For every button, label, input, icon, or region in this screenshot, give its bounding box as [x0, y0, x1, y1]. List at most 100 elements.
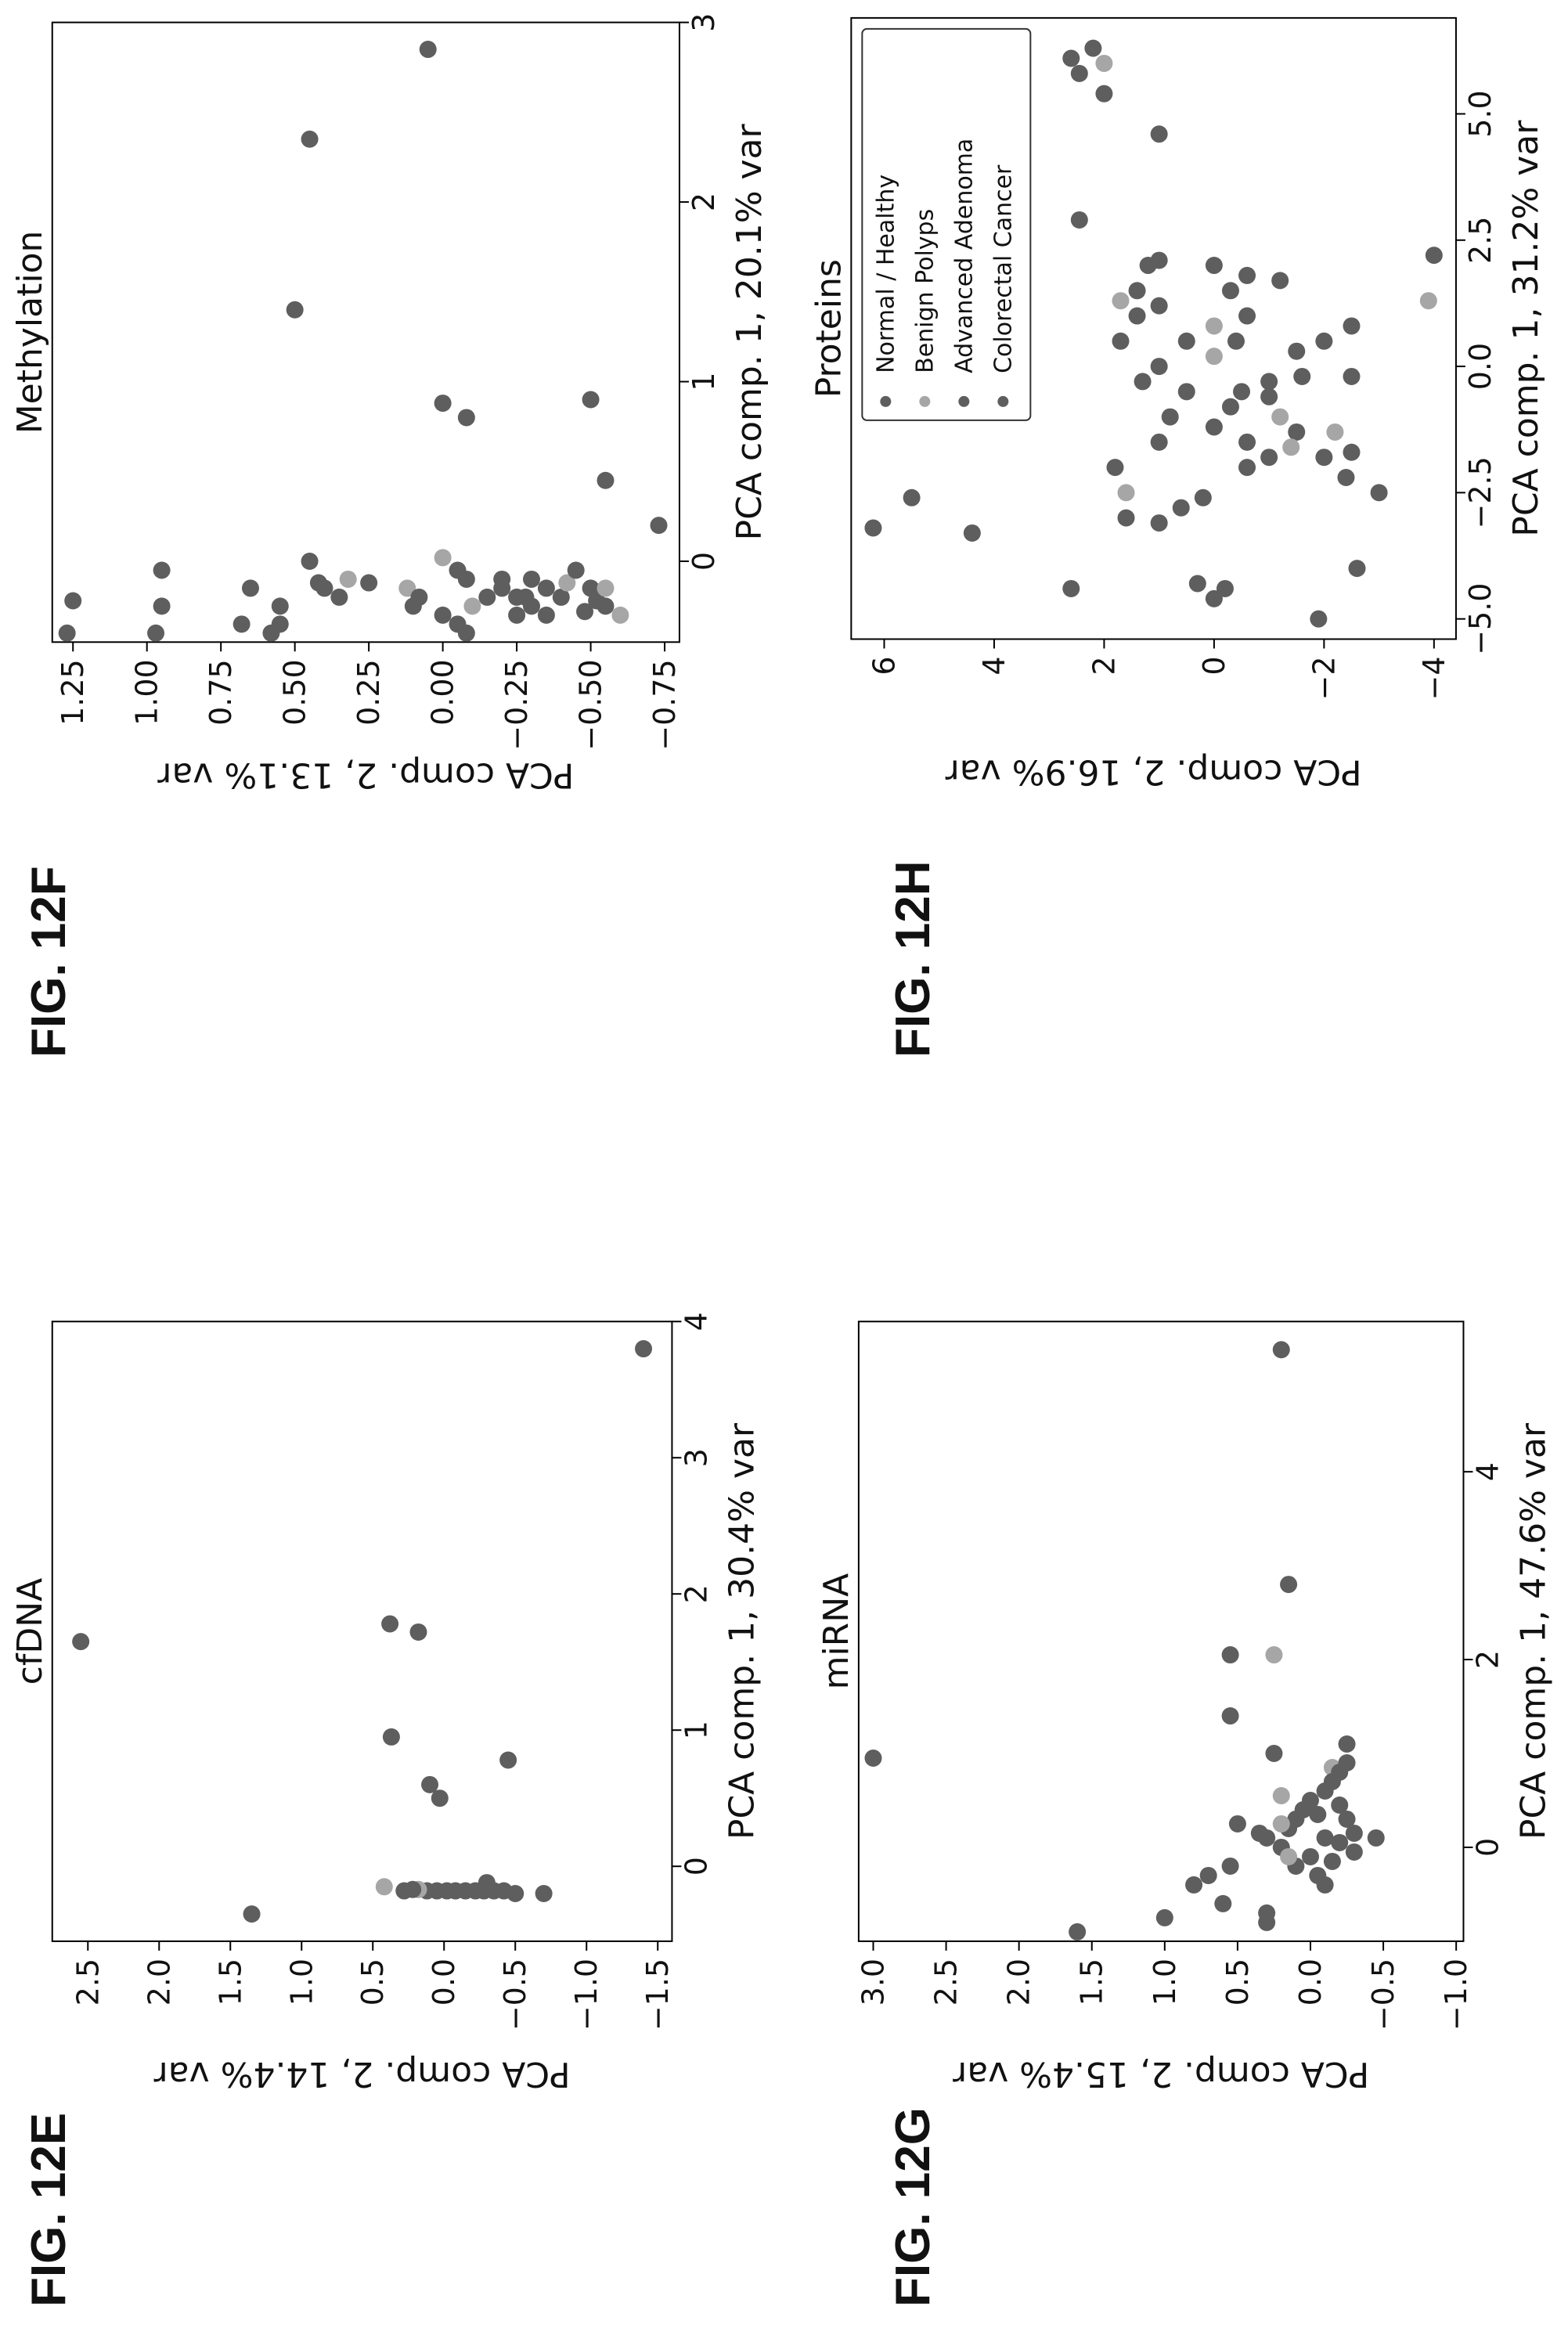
y-tick-label: 2 [1087, 656, 1121, 675]
x-tick-label: 4 [679, 1312, 713, 1331]
data-point [1331, 1833, 1349, 1851]
x-tick-label: 0 [679, 1857, 713, 1876]
data-point [537, 606, 555, 624]
y-tick-label: 0.0 [427, 1959, 461, 2005]
data-point [1112, 292, 1130, 310]
data-point [271, 597, 289, 615]
data-point [1315, 332, 1333, 350]
data-point [1221, 282, 1239, 300]
data-point [1070, 211, 1088, 229]
data-point [1265, 1646, 1283, 1664]
figure-label-12g: FIG. 12G [886, 2107, 941, 2308]
legend-frame [861, 27, 1032, 421]
data-point [650, 517, 668, 535]
axes-frame [857, 1321, 1465, 1942]
legend: Normal / Healthy Benign Polyps Advanced Ad… [861, 27, 1032, 421]
data-point [1338, 1735, 1356, 1753]
data-point [517, 588, 535, 606]
data-point [1309, 1805, 1327, 1823]
data-point [457, 624, 475, 642]
data-point [499, 1751, 517, 1769]
data-point [1134, 373, 1152, 391]
data-point [1323, 1852, 1341, 1870]
data-point [1205, 589, 1223, 607]
y-tick-label: 1.00 [130, 659, 164, 726]
chart-title: Methylation [10, 231, 50, 434]
data-point [1221, 1646, 1239, 1664]
data-point [147, 624, 165, 642]
data-point [1315, 449, 1333, 467]
y-tick-label: 2.5 [70, 1959, 105, 2005]
data-point [434, 606, 452, 624]
data-point [409, 1623, 427, 1641]
data-point [1238, 307, 1256, 325]
y-tick-label: 1.0 [284, 1959, 319, 2005]
data-point [1345, 1824, 1363, 1842]
data-point [1155, 1908, 1173, 1926]
data-point [381, 1615, 399, 1633]
data-point [382, 1728, 400, 1746]
data-point [1280, 1847, 1298, 1865]
data-point [301, 130, 319, 148]
x-tick-label: 2 [1470, 1650, 1505, 1669]
data-point [153, 561, 171, 579]
axes-frame [51, 1321, 673, 1942]
data-point [1260, 449, 1278, 467]
y-tick-label: −1.0 [569, 1959, 604, 2031]
data-point [1227, 332, 1245, 350]
data-point [1095, 85, 1113, 103]
y-axis-label: PCA comp. 2, 15.4% var [952, 2054, 1369, 2094]
data-point [535, 1885, 553, 1903]
y-tick-label: 0 [1197, 656, 1231, 675]
data-point [1338, 1810, 1356, 1828]
data-point [1221, 1857, 1239, 1875]
panel-12f: 0 1 2 3 1.25 1.00 0.75 0.50 0.25 0.00 −0.25 −0.50 −0… [10, 13, 770, 795]
data-point [1117, 484, 1135, 502]
data-point [1280, 1576, 1298, 1594]
data-point [478, 588, 496, 606]
x-axis-label: PCA comp. 1, 20.1% var [730, 124, 770, 541]
data-point [457, 409, 475, 427]
data-point [1367, 1829, 1385, 1847]
panel-12h: −5.0 −2.5 0.0 2.5 5.0 6 4 2 0 −2 −4 PCA comp. 1, 31… [809, 16, 1546, 791]
data-point [1205, 317, 1223, 335]
data-point [552, 588, 570, 606]
y-axis-label: PCA comp. 2, 14.4% var [153, 2054, 571, 2094]
data-point [523, 570, 541, 588]
data-point [404, 1880, 422, 1898]
data-point [1185, 1876, 1203, 1894]
y-tick-label: 6 [867, 656, 901, 675]
data-point [1214, 1894, 1232, 1912]
data-point [1425, 247, 1443, 265]
data-point [567, 561, 585, 579]
data-point [1070, 64, 1088, 82]
y-tick-label: −4 [1417, 656, 1451, 700]
data-point [1177, 332, 1195, 350]
data-point [1331, 1796, 1349, 1814]
chart-title: Proteins [809, 259, 849, 398]
data-point [339, 570, 357, 588]
data-point [1238, 459, 1256, 477]
data-point [495, 1882, 513, 1900]
y-tick-label: −0.5 [1366, 1959, 1400, 2031]
data-point [360, 574, 378, 592]
y-tick-label: 2.5 [929, 1959, 964, 2005]
data-point [1343, 317, 1361, 335]
y-tick-label: 1.0 [1148, 1959, 1182, 2005]
y-tick-label: −2 [1307, 656, 1341, 700]
data-point [597, 579, 615, 597]
data-point [864, 519, 882, 537]
data-point [1177, 383, 1195, 401]
data-point [1271, 408, 1289, 426]
data-point [1150, 297, 1168, 315]
data-point [903, 488, 921, 506]
data-point [1338, 1754, 1356, 1772]
data-point [611, 606, 629, 624]
x-axis-label: PCA comp. 1, 31.2% var [1506, 120, 1546, 537]
legend-marker [997, 395, 1009, 407]
data-point [286, 301, 304, 319]
data-point [243, 1905, 261, 1923]
legend-marker [919, 395, 931, 407]
data-point [1216, 579, 1234, 597]
data-point [558, 574, 576, 592]
